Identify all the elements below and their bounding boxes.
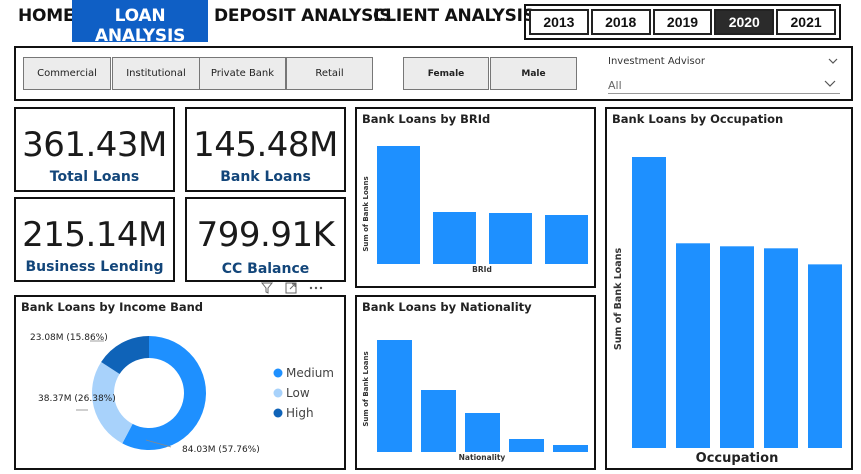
chart-bank-loans-by-occupation: Bank Loans by Occupation Sum of Bank Loa… [605,107,853,470]
donut-slice-low[interactable] [92,362,133,444]
segment-retail-button[interactable]: Retail [286,57,373,90]
nav-home[interactable]: HOME [18,6,75,26]
chart-title: Bank Loans by Income Band [21,300,204,314]
kpi-value: 145.48M [193,125,338,165]
bar-2[interactable] [465,413,500,452]
kpi-value: 361.43M [22,125,167,165]
chart-title: Bank Loans by Occupation [612,112,784,126]
chart-bars [377,340,588,452]
bar-0[interactable] [377,340,412,452]
year-button-2021[interactable]: 2021 [776,9,836,35]
investment-advisor-label: Investment Advisor [608,56,705,67]
chevron-down-icon[interactable] [828,58,838,65]
donut-slices [92,336,206,450]
bar-2[interactable] [720,246,754,448]
filter-bar: Commercial Institutional Private Bank Re… [14,46,853,101]
bar-0[interactable] [632,157,666,448]
visual-toolbar [260,279,345,297]
nav-client-analysis[interactable]: CLIENT ANALYSIS [373,6,535,26]
data-label-medium: 84.03M (57.76%) [182,445,260,455]
nav-deposit-analysis[interactable]: DEPOSIT ANALYSIS [214,6,392,26]
bar-3[interactable] [545,215,588,264]
donut-slice-medium[interactable] [122,336,206,450]
x-axis-label: BRId [472,265,492,274]
chart-bank-loans-by-nationality: Bank Loans by Nationality Sum of Bank Lo… [355,295,596,470]
kpi-label: Bank Loans [220,169,311,185]
legend-high[interactable]: High [286,406,314,420]
chart-bars [377,146,588,264]
bar-3[interactable] [509,439,544,452]
bar-1[interactable] [421,390,456,452]
investment-advisor-dropdown[interactable]: All [608,79,622,92]
year-button-2018[interactable]: 2018 [590,9,651,35]
year-button-2019[interactable]: 2019 [652,9,713,35]
chart-title: Bank Loans by BRId [362,112,491,126]
kpi-total-loans: 361.43M Total Loans [14,107,175,192]
kpi-cc-balance: 799.91K CC Balance [185,197,346,282]
year-button-2020[interactable]: 2020 [714,9,775,35]
bar-0[interactable] [377,146,420,264]
y-axis-label: Sum of Bank Loans [362,176,370,251]
nav-loan-analysis[interactable]: LOAN ANALYSIS [72,0,208,46]
gender-female-button[interactable]: Female [403,57,489,90]
y-axis-label: Sum of Bank Loans [613,248,624,351]
gender-male-button[interactable]: Male [490,57,577,90]
x-axis-label: Occupation [696,451,779,466]
bar-3[interactable] [764,248,798,448]
kpi-value: 215.14M [22,215,167,255]
dropdown-underline [608,93,840,94]
segment-commercial-button[interactable]: Commercial [23,57,111,90]
kpi-value: 799.91K [196,215,335,255]
chart-title: Bank Loans by Nationality [362,300,532,314]
x-axis-label: Nationality [459,453,506,462]
kpi-business-lending: 215.14M Business Lending [14,197,175,282]
bar-4[interactable] [553,445,588,452]
segment-institutional-button[interactable]: Institutional [112,57,200,90]
legend-medium[interactable]: Medium [286,366,334,380]
bar-1[interactable] [676,243,710,448]
segment-private-bank-button[interactable]: Private Bank [199,57,286,90]
legend-low[interactable]: Low [286,386,310,400]
more-options-icon[interactable] [308,281,324,295]
donut-slice-high[interactable] [101,336,149,374]
data-label-low: 38.37M (26.38%) [38,394,116,404]
bar-4[interactable] [808,264,842,448]
kpi-label: Total Loans [49,169,140,185]
kpi-label: CC Balance [221,261,310,277]
filter-icon[interactable] [260,281,274,295]
legend-dot-medium [273,368,283,378]
kpi-label: Business Lending [25,259,164,275]
kpi-bank-loans: 145.48M Bank Loans [185,107,346,192]
chevron-down-icon[interactable] [824,80,836,88]
legend: Medium Low High [273,366,334,420]
focus-mode-icon[interactable] [284,281,298,295]
bar-1[interactable] [433,212,476,264]
y-axis-label: Sum of Bank Loans [362,351,370,426]
data-label-high: 23.08M (15.86%) [30,333,108,343]
legend-dot-low [273,388,283,398]
chart-bars [632,157,842,448]
chart-bank-loans-by-income-band: Bank Loans by Income Band 84.03M (57.76%… [14,295,346,470]
chart-bank-loans-by-brid: Bank Loans by BRId Sum of Bank Loans BRI… [355,107,596,288]
bar-2[interactable] [489,213,532,264]
year-button-2013[interactable]: 2013 [529,9,589,35]
legend-dot-high [273,408,283,418]
year-slicer: 2013 2018 2019 2020 2021 [524,4,841,40]
